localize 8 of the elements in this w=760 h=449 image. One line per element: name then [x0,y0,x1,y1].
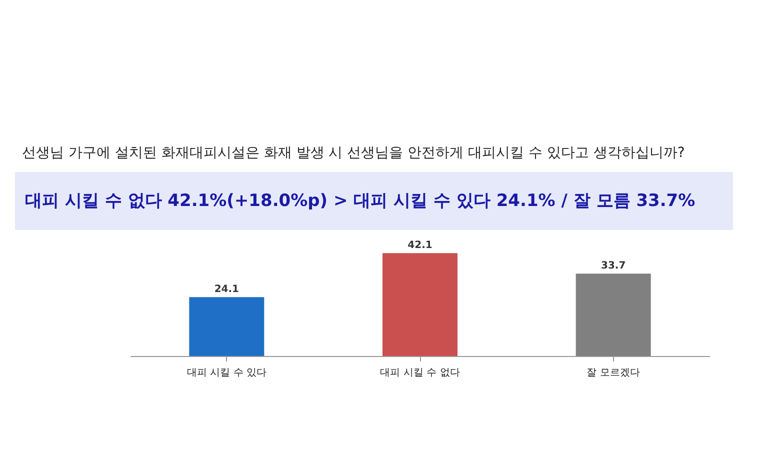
x-tick-label: 대피 시킬 수 있다 [186,368,266,378]
data-label: 33.7 [600,260,626,272]
chart-subtitle: 대피 시킬 수 없다 42.1%(+18.0%p) > 대피 시킬 수 있다 24.1% / 잘 모름 33.7% [15,172,733,230]
data-label: 42.1 [408,240,432,252]
x-tick-label: 대피 시킬 수 없다 [380,368,460,378]
chart-title: 선생님 가구에 설치된 화재대피시설은 화재 발생 시 선생님을 안전하게 대피시킬 수 있다고 생각하십니까? [22,144,685,162]
x-tick-label: 잘 모르겠다 [586,368,640,378]
data-label: 24.1 [214,284,240,296]
